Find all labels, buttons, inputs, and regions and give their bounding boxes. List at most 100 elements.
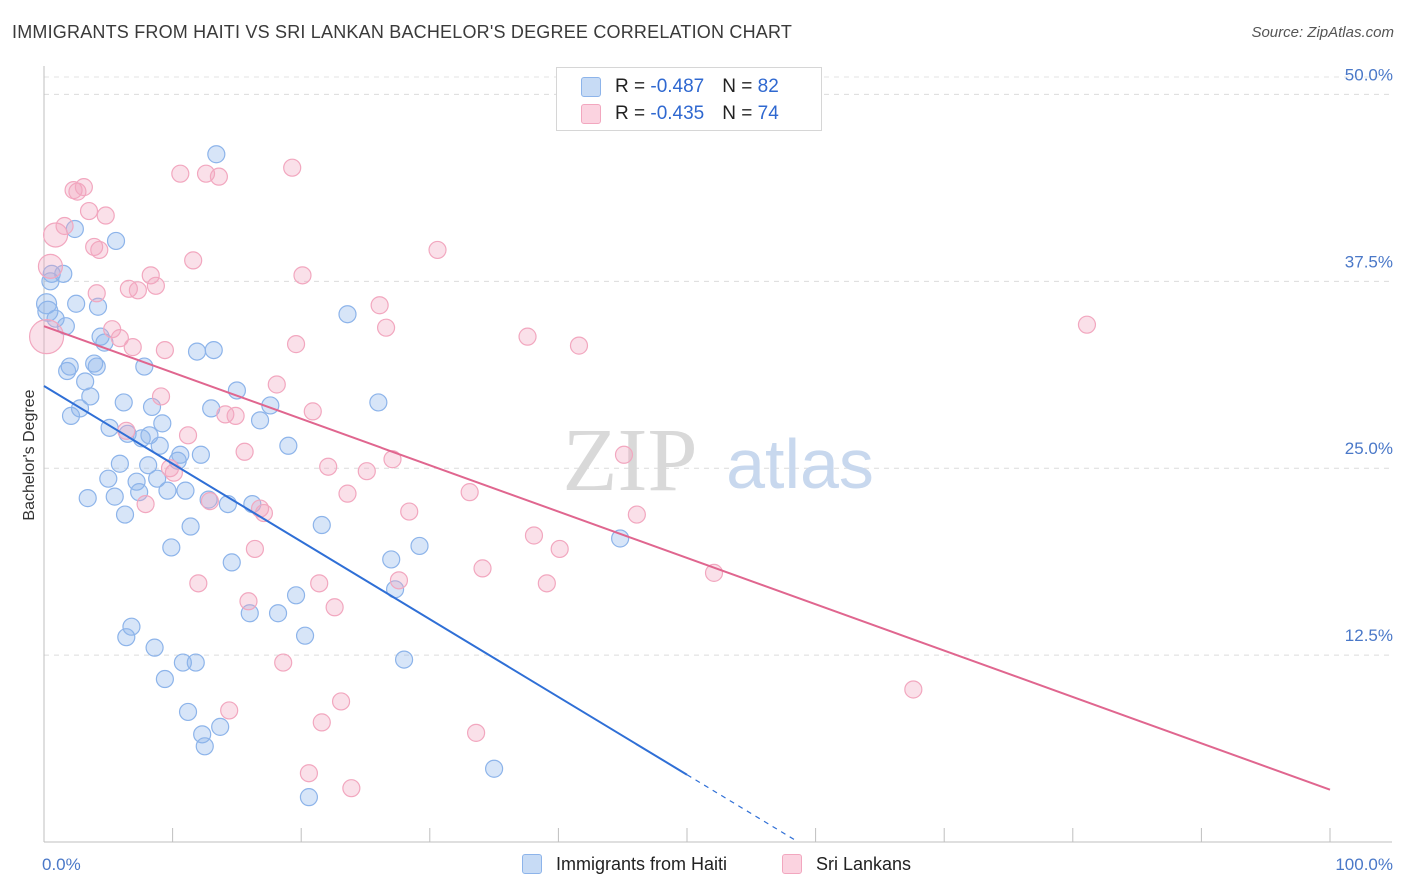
legend: R = -0.487 N = 82 R = -0.435 N = 74	[556, 67, 822, 131]
legend-r-value: -0.435	[650, 103, 705, 124]
data-point	[136, 494, 155, 514]
data-point	[369, 393, 388, 412]
legend-swatch-haiti	[581, 77, 601, 97]
watermark-atlas: atlas	[726, 425, 874, 503]
y-tick-label: 37.5%	[1345, 252, 1393, 271]
data-point	[90, 240, 109, 260]
data-point	[283, 158, 302, 177]
data-point	[550, 539, 569, 559]
data-point	[139, 456, 158, 475]
data-point	[37, 253, 64, 279]
data-point	[279, 436, 298, 455]
data-point	[55, 216, 74, 236]
data-point	[485, 759, 504, 778]
data-point	[338, 305, 357, 324]
data-point	[189, 574, 208, 593]
data-point	[466, 723, 486, 742]
data-point	[904, 680, 923, 699]
y-tick-label: 50.0%	[1345, 65, 1393, 84]
data-point	[614, 445, 634, 464]
bottom-legend-srilanka: Sri Lankans	[782, 851, 911, 877]
data-point	[1077, 315, 1097, 334]
data-point	[164, 463, 183, 482]
data-point	[155, 669, 174, 689]
data-point	[611, 529, 630, 548]
data-point	[85, 237, 104, 257]
data-point	[207, 145, 226, 164]
data-point	[524, 526, 544, 545]
data-point	[325, 598, 344, 617]
data-point	[209, 167, 228, 186]
x-tick-label: 0.0%	[42, 855, 81, 874]
data-point	[319, 457, 338, 476]
data-point	[186, 653, 205, 672]
data-point	[99, 469, 118, 488]
data-point	[293, 266, 312, 285]
data-point	[389, 571, 409, 590]
x-tick-label: 100.0%	[1335, 855, 1393, 874]
data-point	[105, 487, 124, 506]
legend-r-label: R =	[615, 103, 651, 124]
data-point	[310, 574, 329, 593]
legend-r-label: R =	[615, 76, 651, 97]
data-point	[222, 553, 241, 572]
data-point	[122, 617, 141, 636]
data-point	[162, 538, 181, 557]
data-point	[87, 284, 106, 303]
data-point	[85, 354, 104, 373]
bottom-legend-haiti: Immigrants from Haiti	[522, 851, 727, 877]
data-point	[299, 764, 319, 783]
series-haiti-points	[35, 145, 630, 807]
data-point	[220, 701, 239, 720]
chart-title: IMMIGRANTS FROM HAITI VS SRI LANKAN BACH…	[12, 22, 793, 42]
data-point	[187, 342, 207, 361]
y-tick-label: 25.0%	[1345, 439, 1393, 458]
trend-line	[43, 385, 688, 776]
data-point	[211, 717, 230, 736]
data-point	[518, 327, 537, 346]
data-point	[171, 164, 190, 183]
data-point	[195, 737, 214, 756]
data-point	[67, 294, 86, 313]
data-point	[123, 338, 142, 357]
data-point	[79, 201, 99, 221]
data-point	[87, 357, 106, 376]
data-point	[299, 788, 319, 807]
data-point	[171, 445, 190, 464]
legend-row-srilanka: R = -0.435 N = 74	[581, 102, 779, 126]
data-point	[114, 393, 133, 412]
data-point	[78, 489, 97, 508]
data-point	[376, 318, 396, 337]
legend-r-value: -0.487	[650, 76, 705, 97]
data-point	[155, 340, 174, 360]
data-point	[473, 559, 492, 578]
data-point	[158, 481, 177, 500]
data-point	[410, 536, 429, 556]
data-point	[141, 266, 160, 285]
legend-n-value: 74	[757, 103, 779, 124]
data-point	[400, 502, 419, 521]
trend-line	[43, 325, 1331, 791]
data-point	[370, 296, 389, 315]
data-point	[569, 336, 589, 355]
data-point	[150, 436, 169, 455]
watermark: ZIP atlas	[563, 411, 874, 510]
data-point	[267, 375, 286, 394]
data-point	[268, 604, 288, 623]
axes	[43, 66, 1392, 843]
legend-swatch-srilanka	[581, 104, 601, 124]
data-point	[178, 426, 198, 445]
data-point	[342, 779, 361, 798]
data-point	[173, 653, 192, 672]
data-point	[128, 281, 147, 300]
data-point	[117, 628, 136, 647]
data-point	[274, 653, 293, 672]
data-point	[191, 445, 210, 464]
data-point	[204, 340, 223, 360]
data-point	[286, 586, 306, 605]
bottom-legend-swatch-haiti	[522, 854, 542, 874]
data-point	[148, 469, 167, 488]
data-point	[235, 442, 254, 461]
data-point	[312, 515, 331, 535]
legend-n-label: N =	[722, 76, 758, 97]
